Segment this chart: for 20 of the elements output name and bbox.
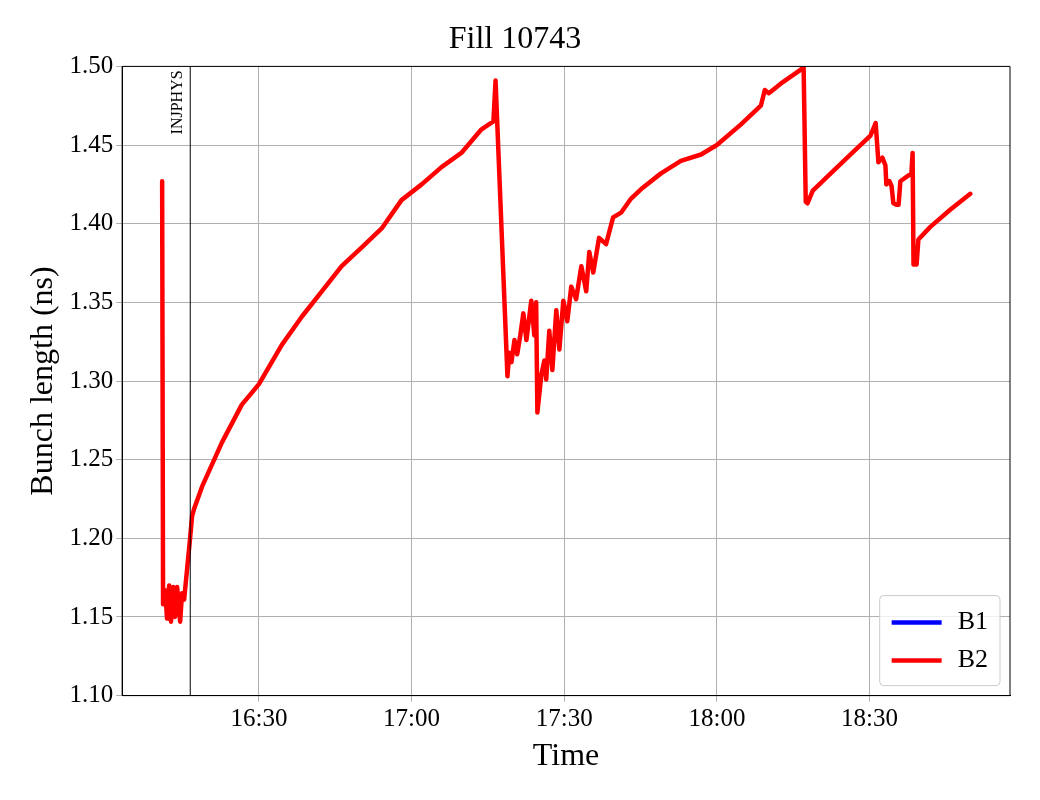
x-axis-title: Time <box>532 736 600 773</box>
x-tick-label: 18:00 <box>688 704 746 732</box>
y-axis-title: Bunch length (ns) <box>22 266 59 496</box>
y-tick-label: 1.10 <box>69 680 114 708</box>
legend-label: B1 <box>957 606 988 636</box>
ref-line-label: INJPHYS <box>168 70 186 135</box>
y-tick-label: 1.50 <box>69 50 114 78</box>
y-tick-label: 1.35 <box>69 286 114 314</box>
y-tick-label: 1.40 <box>69 208 114 236</box>
y-tick-label: 1.25 <box>69 444 114 472</box>
legend-label: B2 <box>957 644 988 674</box>
y-tick-label: 1.15 <box>69 601 114 629</box>
x-tick-label: 18:30 <box>841 704 899 732</box>
x-tick-label: 16:30 <box>230 704 288 732</box>
y-tick-label: 1.45 <box>69 129 114 157</box>
x-tick-label: 17:30 <box>535 704 593 732</box>
x-tick-label: 17:00 <box>383 704 441 732</box>
y-tick-label: 1.30 <box>69 365 114 393</box>
chart-title: Fill 10743 <box>448 18 582 55</box>
y-tick-label: 1.20 <box>69 522 114 550</box>
